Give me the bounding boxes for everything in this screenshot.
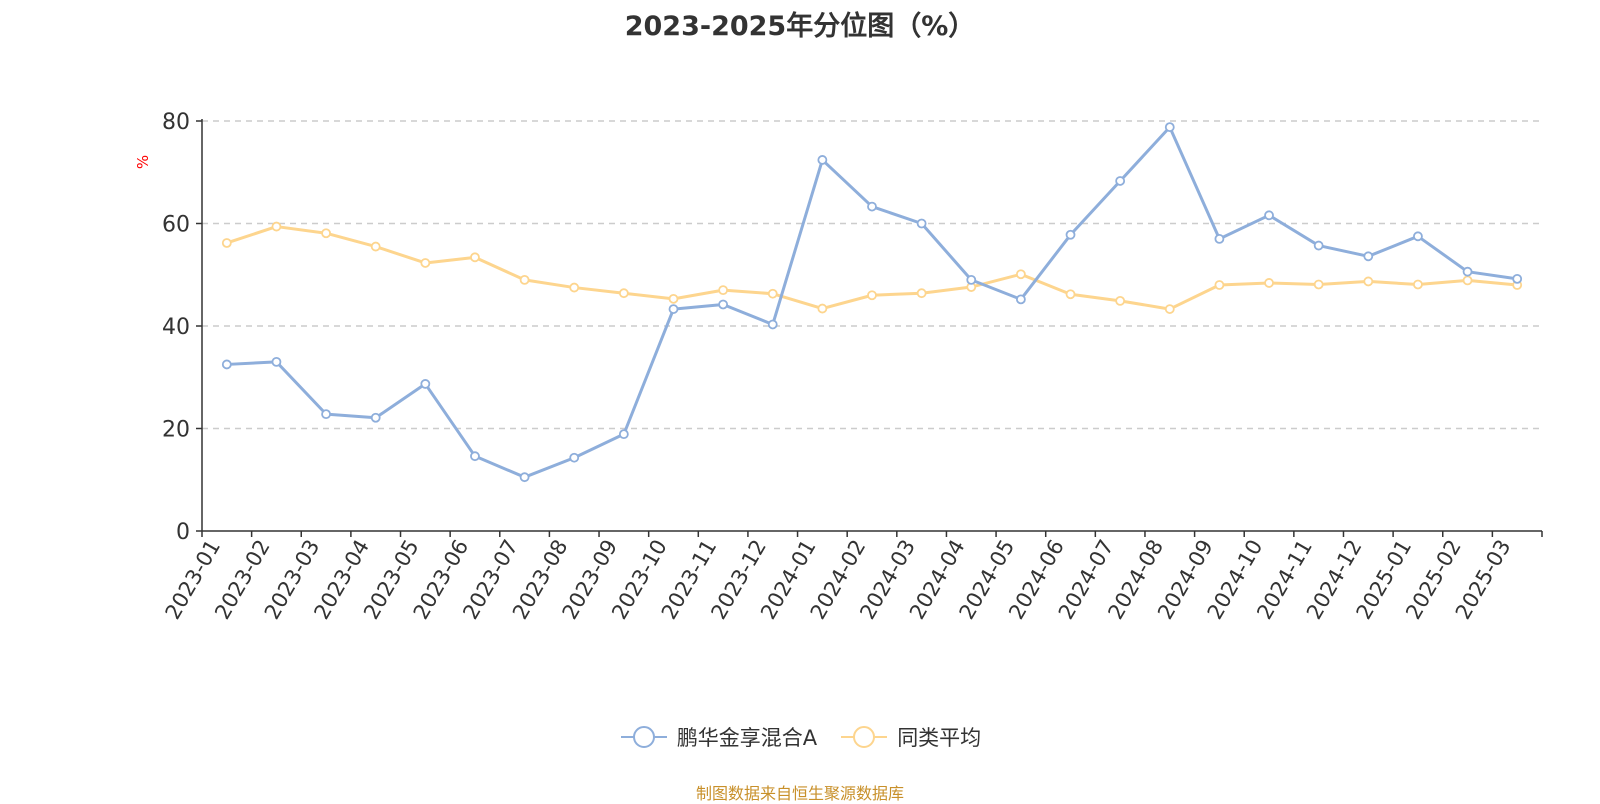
data-point[interactable] <box>370 241 381 252</box>
data-point[interactable] <box>470 252 480 263</box>
data-point[interactable] <box>1164 122 1175 133</box>
data-point[interactable] <box>420 379 431 389</box>
data-point[interactable] <box>1413 279 1423 290</box>
data-point[interactable] <box>767 319 778 330</box>
data-point[interactable] <box>916 218 927 229</box>
legend-label-category-avg: 同类平均 <box>897 726 982 750</box>
data-point[interactable] <box>271 221 282 232</box>
data-point[interactable] <box>1115 176 1126 186</box>
data-point[interactable] <box>618 288 629 299</box>
line-chart: 0204060802023-012023-022023-032023-04202… <box>134 110 1543 623</box>
legend: 鹏华金享混合A 同类平均 <box>0 722 1600 752</box>
y-axis-unit-label: % <box>134 155 152 169</box>
data-point[interactable] <box>668 304 679 314</box>
y-tick-label: 20 <box>162 418 190 443</box>
data-point[interactable] <box>370 412 381 423</box>
data-point[interactable] <box>1015 294 1026 305</box>
data-point[interactable] <box>569 452 580 463</box>
data-point[interactable] <box>1115 295 1126 306</box>
series-lines <box>221 122 1523 483</box>
data-point[interactable] <box>668 293 679 304</box>
legend-line-circle-icon <box>841 726 888 748</box>
data-point[interactable] <box>221 359 232 370</box>
data-point[interactable] <box>1214 280 1225 290</box>
data-point[interactable] <box>718 299 729 310</box>
data-point[interactable] <box>519 274 530 285</box>
legend-item-fund[interactable]: 鹏华金享混合A <box>619 722 817 752</box>
data-point[interactable] <box>1313 279 1324 290</box>
legend-label-fund: 鹏华金享混合A <box>676 726 818 750</box>
series-category-avg <box>221 221 1523 314</box>
chart-title: 2023-2025年分位图（%） <box>624 11 976 42</box>
y-tick-label: 60 <box>162 213 190 238</box>
data-point[interactable] <box>1214 233 1225 244</box>
data-point[interactable] <box>1164 304 1175 314</box>
data-point[interactable] <box>1264 278 1274 288</box>
data-point[interactable] <box>718 285 729 296</box>
data-point[interactable] <box>867 201 877 212</box>
data-point[interactable] <box>519 472 530 483</box>
data-point[interactable] <box>767 288 778 299</box>
data-point[interactable] <box>470 451 480 462</box>
data-point[interactable] <box>1264 210 1274 221</box>
grid-lines <box>202 120 1542 430</box>
legend-item-category-avg[interactable]: 同类平均 <box>839 722 981 752</box>
data-point[interactable] <box>916 288 927 299</box>
data-point[interactable] <box>1065 229 1076 240</box>
data-point[interactable] <box>1413 231 1423 242</box>
source-note: 制图数据来自恒生聚源数据库 <box>695 784 904 803</box>
y-tick-label: 0 <box>176 520 190 545</box>
data-point[interactable] <box>420 258 431 268</box>
data-point[interactable] <box>1512 273 1523 284</box>
data-point[interactable] <box>867 290 877 301</box>
y-tick-label: 80 <box>162 110 190 135</box>
data-point[interactable] <box>321 409 331 420</box>
data-point[interactable] <box>1363 276 1374 287</box>
data-point[interactable] <box>618 429 629 440</box>
data-point[interactable] <box>1015 269 1026 280</box>
data-point[interactable] <box>817 303 828 314</box>
data-point[interactable] <box>1462 266 1473 277</box>
data-point[interactable] <box>1313 240 1324 251</box>
y-tick-label: 40 <box>162 315 190 340</box>
data-point[interactable] <box>966 274 977 285</box>
data-point[interactable] <box>569 282 580 293</box>
series-line <box>226 125 1518 479</box>
data-point[interactable] <box>1363 251 1374 262</box>
legend-line-circle-icon <box>620 726 667 748</box>
data-point[interactable] <box>1462 275 1473 286</box>
data-point[interactable] <box>1065 289 1076 300</box>
data-point[interactable] <box>221 238 232 248</box>
data-point[interactable] <box>817 155 828 165</box>
data-point[interactable] <box>321 228 331 239</box>
data-point[interactable] <box>271 356 282 367</box>
series-fund <box>221 122 1523 483</box>
